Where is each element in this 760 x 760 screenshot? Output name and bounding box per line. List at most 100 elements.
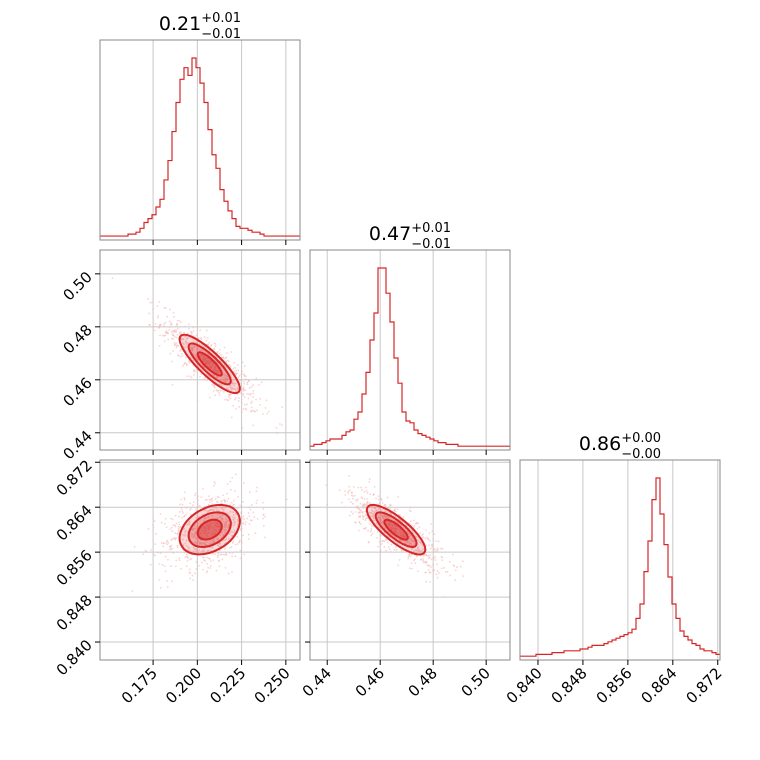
scatter-0-1-point <box>216 370 219 373</box>
scatter-1-2-point <box>435 573 438 576</box>
scatter-0-2-point <box>195 508 197 511</box>
scatter-0-1-point <box>181 338 183 340</box>
scatter-0-1-point <box>240 372 243 375</box>
scatter-0-1-point <box>159 334 161 337</box>
scatter-0-1-point <box>194 370 197 373</box>
scatter-0-2-point <box>157 551 159 554</box>
scatter-1-2-point <box>344 490 346 493</box>
scatter-1-2-point <box>441 556 444 559</box>
scatter-0-1-point <box>169 352 172 355</box>
scatter-0-1-point <box>205 361 207 364</box>
scatter-0-2-point <box>183 528 185 531</box>
scatter-0-1-point <box>157 314 160 317</box>
scatter-0-2-point <box>253 515 256 518</box>
scatter-0-2-point <box>228 532 231 535</box>
scatter-0-2-point <box>219 541 222 544</box>
scatter-0-2-point <box>228 552 231 554</box>
scatter-0-2-point <box>231 542 234 544</box>
scatter-0-1-point <box>228 360 230 363</box>
scatter-0-2-point <box>221 531 224 533</box>
scatter-0-1-point <box>239 379 242 382</box>
scatter-0-1-point <box>240 410 243 413</box>
scatter-1-2-point <box>376 536 378 539</box>
scatter-0-2-point <box>172 524 175 527</box>
scatter-0-1-point <box>225 366 228 369</box>
scatter-0-2-point <box>174 538 177 541</box>
scatter-1-2-point <box>390 528 393 531</box>
scatter-0-1-point <box>169 308 171 311</box>
scatter-0-2-point <box>241 517 244 519</box>
scatter-1-2-point <box>363 527 365 530</box>
scatter-1-2-point <box>415 536 418 538</box>
scatter-1-2-point <box>378 502 381 505</box>
scatter-0-2-point <box>189 509 192 511</box>
scatter-0-2-point <box>181 516 184 519</box>
scatter-0-2-point <box>181 510 184 513</box>
scatter-0-2-point <box>216 556 219 558</box>
scatter-1-2-point <box>462 560 464 563</box>
scatter-0-2-point <box>224 531 227 534</box>
scatter-0-1-point <box>247 393 250 396</box>
scatter-0-2-point <box>252 511 255 514</box>
scatter-0-1-point <box>192 329 195 332</box>
scatter-0-2-point <box>233 517 236 520</box>
scatter-0-2-point <box>168 548 171 551</box>
scatter-0-2-point <box>222 509 225 511</box>
scatter-0-2-point <box>211 503 214 505</box>
scatter-1-2-point <box>430 546 433 548</box>
histogram-2-line <box>520 477 720 657</box>
scatter-1-2-point <box>408 553 411 556</box>
scatter-0-1-point <box>187 360 190 363</box>
scatter-0-2-point <box>215 569 218 572</box>
scatter-1-2-point <box>452 564 455 567</box>
scatter-0-2-point <box>207 516 210 519</box>
scatter-0-1-point <box>180 331 182 334</box>
scatter-0-2-frame <box>99 459 301 661</box>
scatter-1-2-point <box>370 527 373 530</box>
scatter-0-2-point <box>285 498 288 501</box>
scatter-0-2-point <box>240 511 243 513</box>
scatter-1-2-point <box>408 542 411 545</box>
scatter-0-2-point <box>221 558 224 561</box>
scatter-0-2-point <box>237 495 239 498</box>
scatter-1-2-point <box>379 520 381 523</box>
scatter-0-2-point <box>193 548 196 551</box>
scatter-0-1-point <box>275 426 278 429</box>
scatter-0-2-point <box>210 497 213 500</box>
scatter-0-1-point <box>189 375 191 378</box>
scatter-0-2-point <box>220 519 223 521</box>
scatter-0-2-point <box>205 556 208 559</box>
scatter-1-2-point <box>338 489 341 492</box>
scatter-0-1-point <box>228 394 230 396</box>
hist-title-1-plus: +0.01 <box>411 221 451 236</box>
scatter-0-1-point <box>242 392 245 395</box>
scatter-0-1-point <box>242 387 245 390</box>
scatter-0-2-point <box>256 486 258 489</box>
scatter-0-2-point <box>212 559 215 562</box>
scatter-0-1-point <box>230 416 233 419</box>
scatter-0-1-point <box>168 329 171 332</box>
scatter-1-2-point <box>354 511 357 513</box>
scatter-0-1-point <box>187 342 189 344</box>
scatter-1-2-point <box>422 558 424 560</box>
scatter-0-2-point <box>194 536 197 539</box>
scatter-0-2-point <box>178 515 180 518</box>
scatter-1-2-point <box>397 564 400 567</box>
scatter-0-2-point <box>212 540 215 542</box>
scatter-0-2-point <box>133 545 136 548</box>
scatter-0-2-point <box>185 544 188 547</box>
scatter-0-2-point <box>208 542 211 545</box>
scatter-0-2-point <box>215 537 218 540</box>
scatter-0-2-point <box>227 497 230 500</box>
scatter-0-1-point <box>233 370 235 373</box>
scatter-0-2-point <box>232 518 235 521</box>
scatter-0-1-point <box>165 330 168 332</box>
scatter-1-2-point <box>428 544 431 547</box>
scatter-0-1-point <box>190 331 193 333</box>
scatter-1-2-point <box>340 501 343 504</box>
scatter-0-2-point <box>217 545 220 547</box>
scatter-0-2-point <box>225 552 227 555</box>
scatter-0-2-point <box>152 553 155 556</box>
scatter-0-2-point <box>234 543 237 546</box>
scatter-0-1-point <box>242 394 245 397</box>
